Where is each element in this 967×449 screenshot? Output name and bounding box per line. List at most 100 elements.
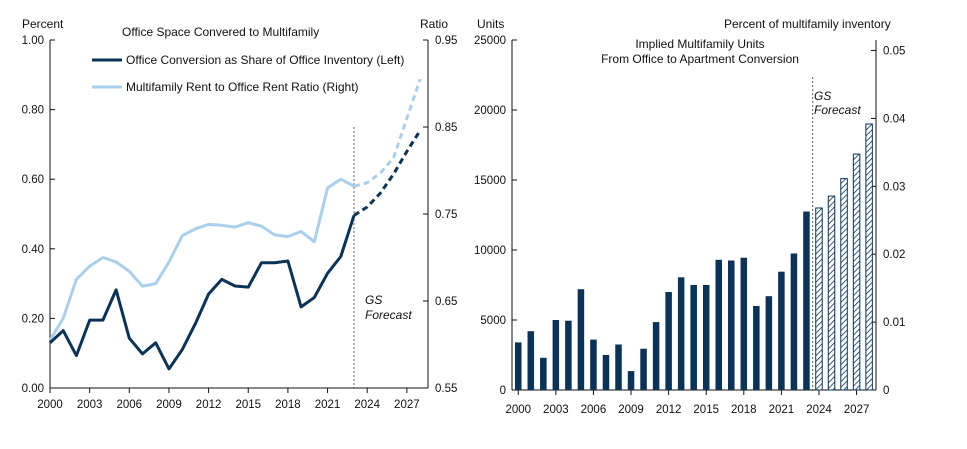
bar-actual — [590, 339, 597, 390]
bar-actual — [715, 259, 723, 390]
left-y-tick-label: 0.80 — [22, 105, 44, 117]
legend-label-rent-ratio: Multifamily Rent to Office Rent Ratio (R… — [126, 80, 359, 94]
left-y-tick-label: 0.60 — [22, 174, 44, 186]
bar-x-tick-label: 2006 — [581, 404, 607, 416]
percent-ticks: 0 0.01 0.02 0.03 0.04 0.05 — [871, 46, 906, 397]
left-y-tick-label: 1.00 — [22, 35, 44, 47]
bar-forecast — [852, 153, 861, 391]
bar-x-tick-label: 2003 — [543, 404, 569, 416]
percent-tick-label: 0.01 — [883, 317, 905, 329]
bar-actual — [803, 211, 810, 390]
bar-actual — [515, 342, 522, 390]
units-ticks: 0 5000 10000 15000 20000 25000 — [474, 35, 517, 397]
percent-tick-label: 0.04 — [883, 113, 906, 125]
bar-x-tick-label: 2000 — [505, 404, 531, 416]
bar-x-tick-label: 2021 — [769, 404, 795, 416]
right-y-tick-label: 0.95 — [435, 35, 457, 47]
percent-axis-title: Percent of multifamily inventory — [724, 17, 891, 31]
bar-x-tick-label: 2018 — [731, 404, 757, 416]
bar-actual — [602, 355, 610, 390]
bar-x-ticks: 2000 2003 2006 2009 2012 2015 2018 2021 2024 2027 — [505, 390, 869, 416]
line-rent-ratio-actual — [48, 177, 355, 341]
units-tick-label: 5000 — [480, 315, 506, 327]
bar-x-tick-label: 2015 — [693, 404, 719, 416]
units-tick-label: 15000 — [474, 175, 506, 187]
bar-x-tick-label: 2024 — [806, 404, 832, 416]
bar-actual — [540, 357, 547, 390]
bar-forecast — [865, 123, 873, 391]
bar-actual — [565, 320, 572, 390]
left-chart-title: Office Space Convered to Multifamily — [122, 25, 319, 39]
percent-tick-label: 0 — [883, 385, 889, 397]
bar-actual — [652, 322, 660, 390]
bar-x-tick-label: 2012 — [656, 404, 682, 416]
right-chart-title-line1: Implied Multifamily Units — [635, 37, 764, 51]
bar-actual — [740, 257, 748, 390]
left-y-ticks: 0.00 0.20 0.40 0.60 0.80 1.00 — [22, 35, 55, 395]
x-tick-label: 2015 — [235, 399, 261, 411]
bar-actual — [690, 285, 697, 390]
bar-actual — [778, 271, 785, 390]
left-y-axis-title: Percent — [22, 17, 64, 31]
bar-actual — [753, 306, 760, 390]
units-axis-title: Units — [477, 17, 504, 31]
right-y-tick-label: 0.55 — [435, 383, 457, 395]
line-office-conversion-actual — [48, 214, 356, 371]
right-chart-title-line2: From Office to Apartment Conversion — [601, 52, 799, 66]
bar-x-tick-label: 2009 — [618, 404, 644, 416]
bar-forecast — [827, 195, 836, 391]
right-y-tick-label: 0.65 — [435, 296, 457, 308]
right-y-tick-label: 0.85 — [435, 122, 457, 134]
bar-actual — [527, 331, 535, 390]
x-tick-label: 2012 — [196, 399, 222, 411]
bar-actual — [728, 260, 735, 390]
bar-actual — [702, 285, 710, 390]
bar-x-tick-label: 2027 — [844, 404, 870, 416]
bar-forecast — [840, 178, 848, 391]
x-tick-label: 2018 — [275, 399, 301, 411]
units-tick-label: 20000 — [474, 105, 506, 117]
x-tick-label: 2009 — [156, 399, 182, 411]
x-tick-label: 2006 — [117, 399, 143, 411]
bar-actual — [665, 292, 672, 390]
right-y-tick-label: 0.75 — [435, 209, 457, 221]
line-rent-ratio-forecast — [353, 78, 422, 188]
units-tick-label: 25000 — [474, 35, 506, 47]
percent-tick-label: 0.03 — [883, 181, 905, 193]
x-tick-label: 2003 — [77, 399, 103, 411]
bar-forecast-annotation-gs: GS — [814, 89, 831, 103]
right-chart: Units Percent of multifamily inventory I… — [474, 17, 906, 416]
left-y-tick-label: 0.20 — [22, 313, 44, 325]
units-tick-label: 10000 — [474, 245, 506, 257]
left-y-tick-label: 0.00 — [22, 383, 44, 395]
bar-actual — [552, 320, 560, 390]
bars — [515, 123, 873, 391]
bar-actual — [677, 277, 685, 390]
x-tick-label: 2000 — [37, 399, 63, 411]
bar-forecast — [815, 207, 823, 391]
bar-actual — [790, 253, 798, 390]
bar-actual — [615, 344, 622, 390]
legend: Office Conversion as Share of Office Inv… — [92, 53, 404, 94]
bar-actual — [627, 371, 635, 390]
percent-tick-label: 0.02 — [883, 249, 905, 261]
bar-actual — [577, 289, 585, 390]
x-ticks: 2000 2003 2006 2009 2012 2015 2018 2021 2024 2027 — [37, 388, 420, 411]
right-y-axis-title: Ratio — [420, 17, 448, 31]
percent-tick-label: 0.05 — [883, 46, 905, 58]
left-chart: Percent Ratio Office Space Convered to M… — [22, 17, 458, 411]
x-tick-label: 2027 — [394, 399, 420, 411]
legend-label-office-conversion: Office Conversion as Share of Office Inv… — [126, 53, 404, 67]
line-office-conversion-forecast — [353, 129, 422, 217]
forecast-annotation-forecast: Forecast — [365, 308, 412, 322]
bar-actual — [640, 348, 647, 390]
bar-actual — [765, 296, 773, 390]
units-tick-label: 0 — [500, 385, 506, 397]
x-tick-label: 2024 — [354, 399, 380, 411]
left-y-tick-label: 0.40 — [22, 244, 44, 256]
series-lines — [48, 78, 422, 371]
bar-forecast-annotation-forecast: Forecast — [814, 103, 861, 117]
forecast-annotation-gs: GS — [365, 293, 382, 307]
x-tick-label: 2021 — [315, 399, 341, 411]
